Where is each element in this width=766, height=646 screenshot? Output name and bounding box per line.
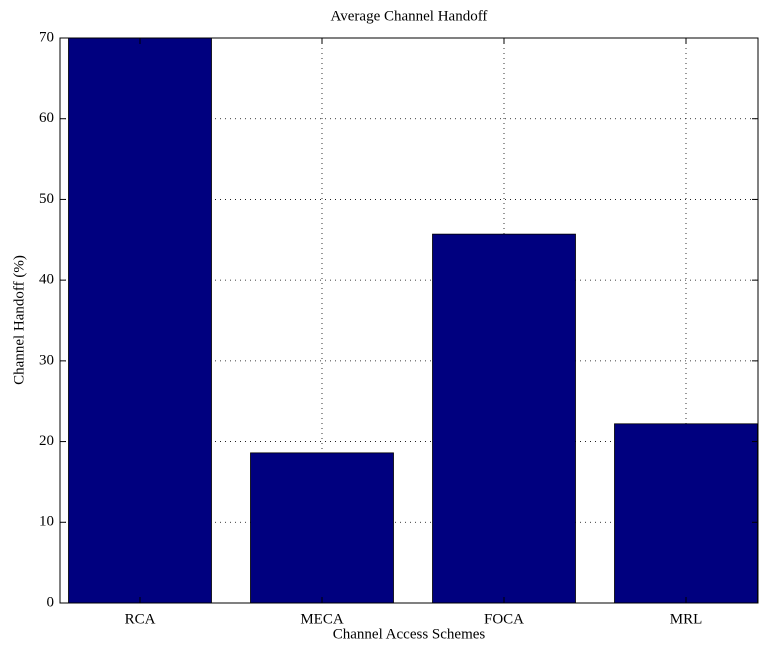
chart-title: Average Channel Handoff [331, 8, 488, 24]
y-tick-label: 60 [39, 110, 54, 126]
x-tick-label: MECA [300, 611, 344, 627]
y-tick-label: 30 [39, 352, 54, 368]
bar [614, 423, 758, 603]
y-tick-label: 40 [39, 272, 54, 288]
y-tick-label: 10 [39, 514, 54, 530]
x-tick-label: MRL [670, 611, 703, 627]
bar [250, 452, 394, 603]
y-tick-label: 70 [39, 29, 54, 45]
y-tick-label: 50 [39, 191, 54, 207]
plot-frame [59, 37, 759, 604]
x-tick-label: FOCA [484, 611, 524, 627]
x-tick-label: RCA [125, 611, 156, 627]
x-axis-label: Channel Access Schemes [333, 626, 486, 642]
bars [68, 38, 758, 603]
y-tick-label: 0 [47, 594, 55, 610]
bar [68, 38, 212, 603]
y-axis-label: Channel Handoff (%) [11, 255, 27, 385]
y-tick-label: 20 [39, 433, 54, 449]
bar [432, 233, 576, 603]
